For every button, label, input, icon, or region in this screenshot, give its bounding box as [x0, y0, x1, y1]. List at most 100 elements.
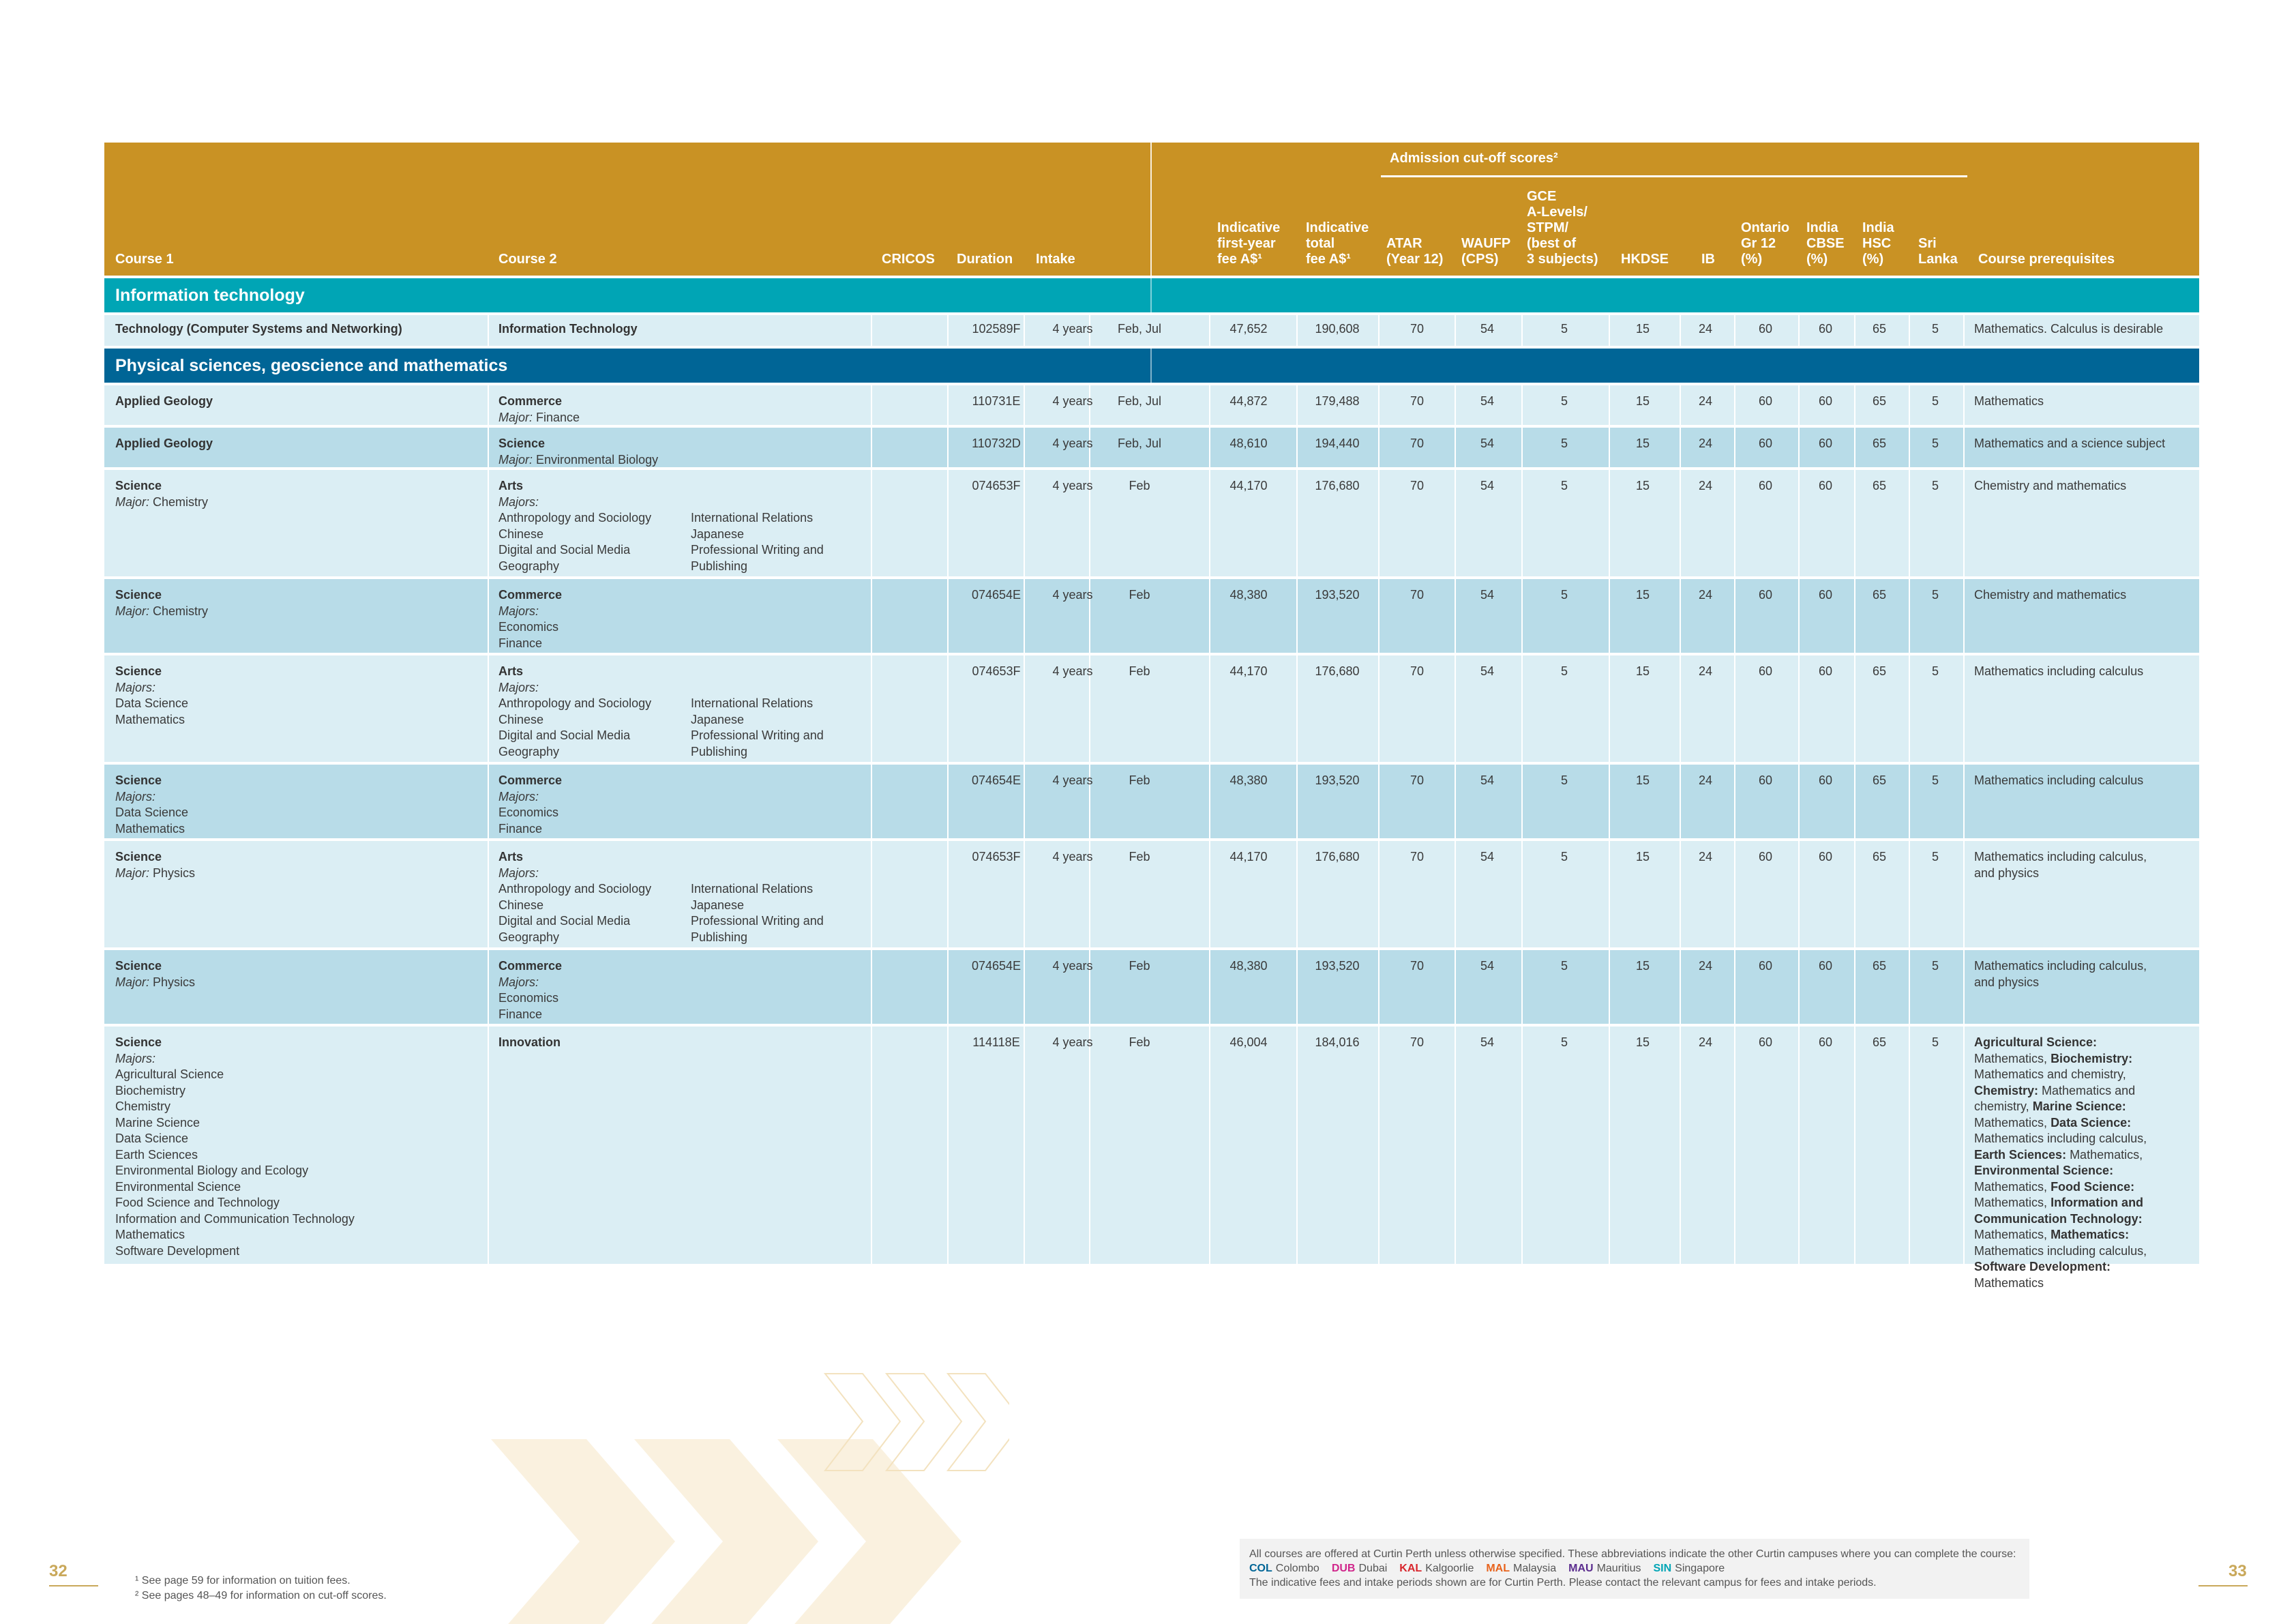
- column-divider: [871, 765, 872, 838]
- column-divider: [1963, 579, 1965, 653]
- hkdse-value: 15: [1635, 588, 1650, 602]
- column-divider: [1209, 385, 1210, 425]
- sri-value: 5: [1931, 437, 1939, 450]
- cricos-value: 074653F: [972, 850, 1021, 863]
- column-divider: [1089, 765, 1090, 838]
- gce-value: 5: [1560, 322, 1568, 336]
- column-divider: [1854, 315, 1855, 346]
- column-divider: [1024, 579, 1025, 653]
- gce-value: 5: [1560, 394, 1568, 408]
- column-divider: [947, 315, 949, 346]
- ib-value: 24: [1698, 437, 1713, 450]
- column-divider: [488, 470, 489, 576]
- sri-value: 5: [1931, 322, 1939, 336]
- column-divider: [488, 315, 489, 346]
- header-cbse: India CBSE (%): [1806, 220, 1845, 267]
- ontario-value: 60: [1758, 1035, 1773, 1049]
- column-divider: [1609, 385, 1610, 425]
- major-label: Major:: [498, 452, 533, 467]
- campus-name: Dubai: [1358, 1563, 1388, 1574]
- duration-value: 4 years: [1052, 664, 1093, 678]
- course2-cell: Arts Majors: Anthropology and Sociology Ch…: [498, 478, 860, 574]
- column-divider: [1378, 1027, 1380, 1264]
- sri-value: 5: [1931, 394, 1939, 408]
- section-physical-sciences: Physical sciences, geoscience and mathem…: [104, 349, 2199, 383]
- column-divider: [488, 579, 489, 653]
- atar-value: 70: [1410, 959, 1425, 973]
- prereq-subjects: Mathematics,: [1974, 1115, 2048, 1130]
- hsc-value: 65: [1872, 479, 1887, 492]
- column-divider: [1680, 315, 1681, 346]
- column-divider: [1521, 950, 1523, 1024]
- major-label: Majors:: [498, 680, 539, 694]
- column-divider: [1296, 385, 1298, 425]
- column-divider: [1521, 579, 1523, 653]
- prereq-subjects: Mathematics,: [1974, 1228, 2048, 1241]
- column-divider: [1296, 655, 1298, 762]
- course1-majors-list: Agricultural Science Biochemistry Chemis…: [115, 1067, 355, 1258]
- column-divider: [1378, 385, 1380, 425]
- fee2-value: 176,680: [1315, 664, 1360, 678]
- cricos-value: 110731E: [972, 394, 1021, 408]
- intake-value: Feb: [1129, 773, 1150, 787]
- atar-value: 70: [1410, 773, 1425, 787]
- column-divider: [1455, 315, 1456, 346]
- column-divider: [871, 1027, 872, 1264]
- cricos-value: 102589F: [972, 322, 1021, 336]
- column-divider: [1296, 579, 1298, 653]
- page-rule-right: [2198, 1585, 2248, 1586]
- page-number-left: 32: [49, 1562, 68, 1580]
- hsc-value: 65: [1872, 773, 1887, 787]
- column-divider: [1296, 765, 1298, 838]
- waufp-value: 54: [1480, 959, 1495, 973]
- prereq-course: Data Science:: [2051, 1115, 2132, 1130]
- course1-cell: Science Major: Physics: [115, 958, 477, 990]
- prereq-item: Marine Science: Mathematics,: [1974, 1099, 2126, 1130]
- course1-name: Applied Geology: [115, 437, 213, 450]
- waufp-value: 54: [1480, 588, 1495, 602]
- course1-cell: Science Major: Chemistry: [115, 587, 477, 619]
- column-divider: [871, 579, 872, 653]
- gce-value: 5: [1560, 479, 1568, 492]
- header-course1: Course 1: [115, 252, 174, 267]
- column-divider: [947, 579, 949, 653]
- column-divider: [1680, 765, 1681, 838]
- sri-value: 5: [1931, 773, 1939, 787]
- course1-cell: Science Majors: Data Science Mathematics: [115, 773, 477, 837]
- course1-name: Science: [115, 664, 162, 678]
- intake-value: Feb: [1129, 1035, 1150, 1049]
- hsc-value: 65: [1872, 664, 1887, 678]
- course-table: Course 1 Course 2 CRICOS Duration Intake…: [104, 143, 2199, 1290]
- fee2-value: 184,016: [1315, 1035, 1360, 1049]
- campus-name: Colombo: [1275, 1563, 1320, 1574]
- section-title: Information technology: [115, 286, 305, 305]
- column-divider: [1378, 765, 1380, 838]
- course1-name: Science: [115, 479, 162, 492]
- column-divider: [1909, 428, 1910, 467]
- ib-value: 24: [1698, 664, 1713, 678]
- course2-majors: Economics Finance: [498, 619, 860, 651]
- column-divider: [1089, 428, 1090, 467]
- prereq-item: Data Science: Mathematics including calc…: [1974, 1116, 2147, 1146]
- prereq-subjects: Mathematics,: [2066, 1147, 2143, 1162]
- course2-majors-list: Anthropology and Sociology Chinese Digit…: [498, 882, 652, 944]
- course2-majors-list: Economics Finance: [498, 620, 559, 650]
- table-row: Science Major: Physics Commerce Majors: Econ…: [104, 947, 2199, 1024]
- ib-value: 24: [1698, 850, 1713, 863]
- duration-value: 4 years: [1052, 773, 1093, 787]
- column-divider: [947, 470, 949, 576]
- column-divider: [947, 950, 949, 1024]
- header-gce: GCE A-Levels/ STPM/ (best of 3 subjects): [1527, 189, 1598, 267]
- course1-name: Science: [115, 959, 162, 973]
- hkdse-value: 15: [1635, 479, 1650, 492]
- prereq-item: Agricultural Science: Mathematics,: [1974, 1035, 2097, 1065]
- column-divider: [1734, 315, 1735, 346]
- column-divider: [1609, 841, 1610, 947]
- course2-cell: Commerce Majors: Economics Finance: [498, 587, 860, 651]
- major-value: Environmental Biology: [533, 452, 659, 467]
- hsc-value: 65: [1872, 394, 1887, 408]
- waufp-value: 54: [1480, 1035, 1495, 1049]
- intake-value: Feb: [1129, 959, 1150, 973]
- atar-value: 70: [1410, 437, 1425, 450]
- intake-value: Feb: [1129, 479, 1150, 492]
